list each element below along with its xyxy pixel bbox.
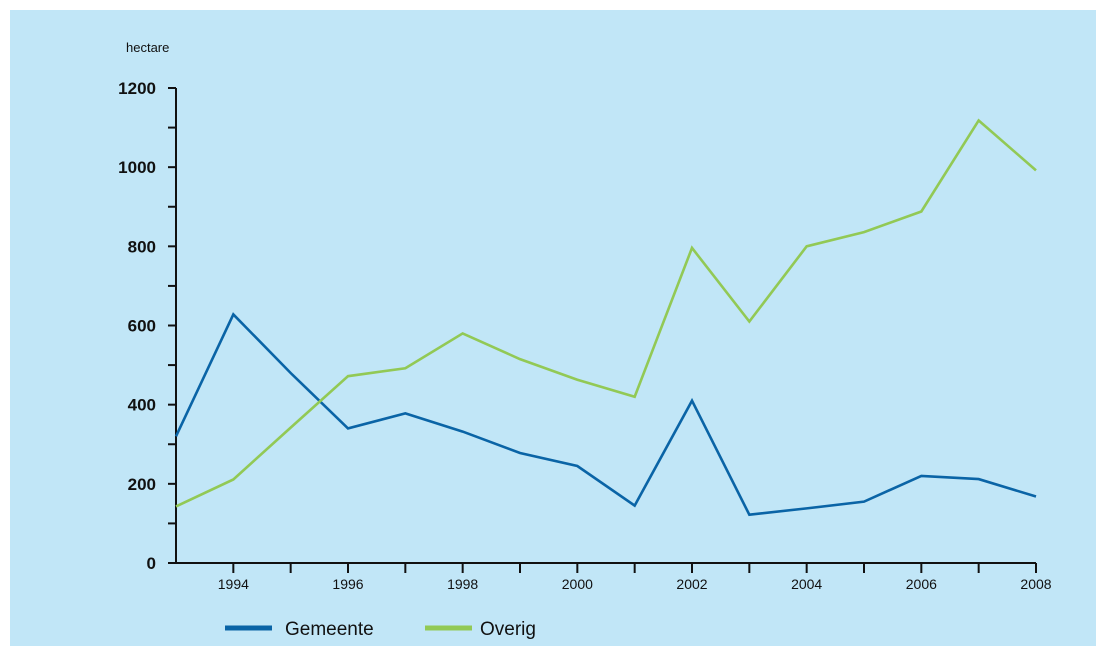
x-tick-label: 1998 [447,576,478,592]
x-tick-label: 2008 [1020,576,1051,592]
y-axis-ticks: 0 200 400 600 800 1000 1200 [118,79,176,573]
y-tick-label: 800 [128,237,156,256]
x-tick-label: 2006 [906,576,937,592]
series-lines [174,118,1037,517]
chart-panel: hectare 0 200 400 600 800 1000 1200 1994 1996 19… [10,10,1096,646]
chart-background [10,10,1096,646]
y-tick-label: 200 [128,475,156,494]
legend-label-gemeente: Gemeente [285,619,374,640]
y-tick-label: 600 [128,317,156,336]
y-tick-label: 1200 [118,79,156,98]
legend: Gemeente Overig [225,619,536,640]
x-tick-label: 2000 [562,576,593,592]
x-axis-ticks: 1994 1996 1998 2000 2002 2004 2006 2008 [218,563,1052,592]
x-tick-label: 2004 [791,576,822,592]
legend-label-overig: Overig [480,619,536,640]
x-tick-label: 1994 [218,576,249,592]
y-tick-label: 400 [128,396,156,415]
y-tick-label: 1000 [118,158,156,177]
y-unit-label: hectare [126,40,169,55]
x-tick-label: 2002 [676,576,707,592]
series-line-overig [175,118,1037,508]
x-tick-label: 1996 [332,576,363,592]
y-tick-label: 0 [147,554,156,573]
